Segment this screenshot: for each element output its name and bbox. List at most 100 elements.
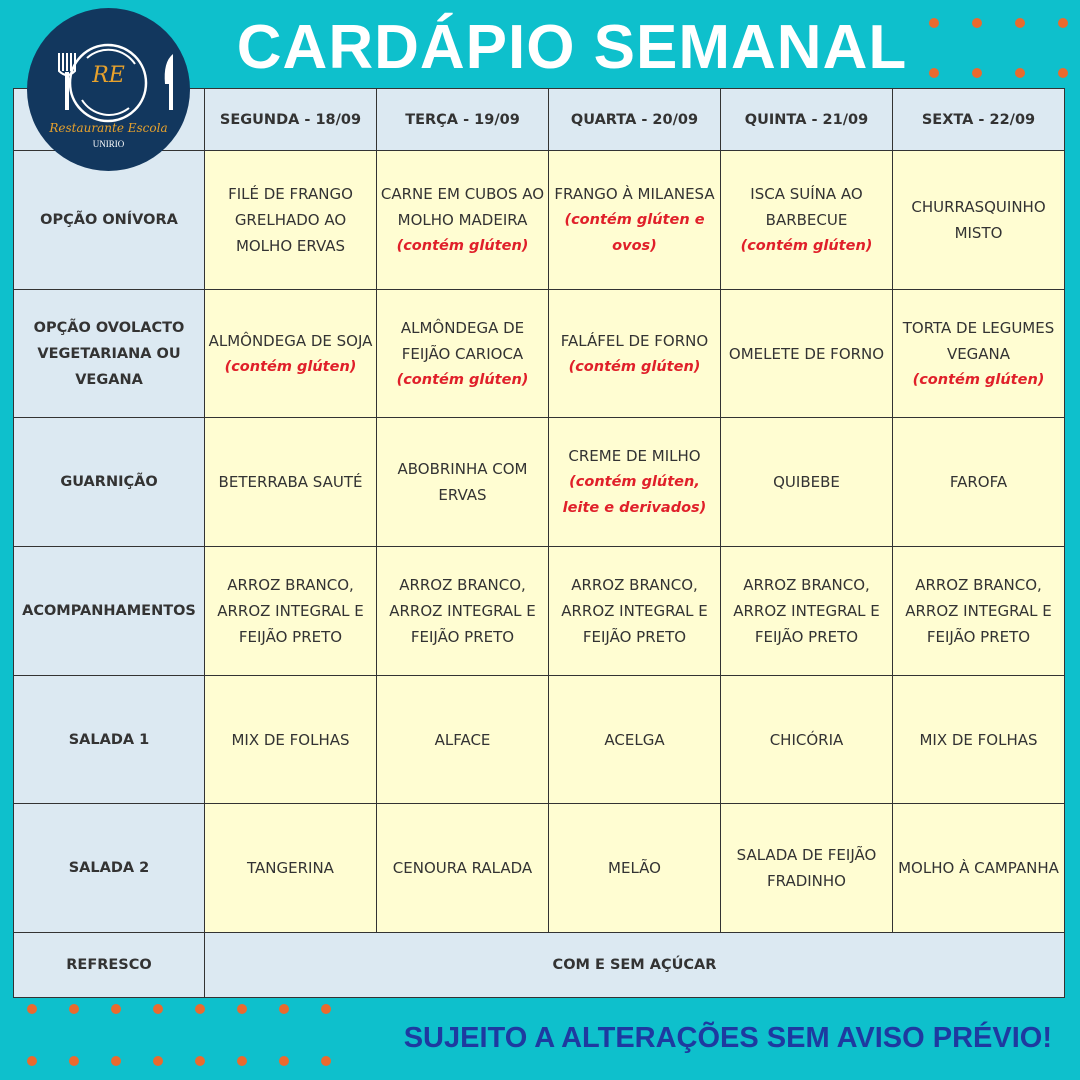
menu-cell: ARROZ BRANCO, ARROZ INTEGRAL E FEIJÃO PR…: [548, 546, 721, 676]
decorative-dots-top: [929, 18, 1068, 78]
menu-cell: BETERRABA SAUTÉ: [204, 417, 377, 547]
dot: [237, 1056, 247, 1066]
menu-cell: MELÃO: [548, 803, 721, 933]
dot: [279, 1056, 289, 1066]
row-label: OPÇÃO ONÍVORA: [13, 150, 205, 290]
row-label: OPÇÃO OVOLACTO VEGETARIANA OU VEGANA: [13, 289, 205, 418]
dot: [1058, 68, 1068, 78]
dish-name: ACELGA: [604, 730, 665, 749]
dish-name: FALÁFEL DE FORNO: [560, 331, 709, 350]
dot: [69, 1056, 79, 1066]
dish-name: OMELETE DE FORNO: [728, 344, 885, 363]
dot: [1015, 18, 1025, 28]
menu-cell: FAROFA: [892, 417, 1065, 547]
day-header: TERÇA - 19/09: [376, 88, 549, 151]
menu-cell: MIX DE FOLHAS: [892, 675, 1065, 804]
dot: [195, 1004, 205, 1014]
row-label: ACOMPANHAMENTOS: [13, 546, 205, 676]
menu-row: SALADA 2 TANGERINA CENOURA RALADA MELÃO SALA…: [13, 803, 1065, 933]
page-title: CARDÁPIO SEMANAL: [236, 13, 908, 82]
row-label: GUARNIÇÃO: [13, 417, 205, 547]
menu-cell: CHURRASQUINHO MISTO: [892, 150, 1065, 290]
menu-cell: TANGERINA: [204, 803, 377, 933]
day-header: QUINTA - 21/09: [720, 88, 893, 151]
dot: [321, 1004, 331, 1014]
menu-cell: FRANGO À MILANESA (contém glúten e ovos): [548, 150, 721, 290]
menu-cell: ARROZ BRANCO, ARROZ INTEGRAL E FEIJÃO PR…: [720, 546, 893, 676]
restaurant-logo: RE Restaurante Escola UNIRIO: [27, 8, 190, 171]
menu-cell: MOLHO À CAMPANHA: [892, 803, 1065, 933]
dish-name: MIX DE FOLHAS: [919, 730, 1038, 749]
dish-name: ALFACE: [434, 730, 491, 749]
dish-name: ALMÔNDEGA DE FEIJÃO CARIOCA: [400, 318, 525, 363]
menu-cell: OMELETE DE FORNO: [720, 289, 893, 418]
menu-cell: ALMÔNDEGA DE SOJA (contém glúten): [204, 289, 377, 418]
dot: [111, 1056, 121, 1066]
dish-name: CREME DE MILHO: [568, 447, 701, 465]
plate-cutlery-icon: [58, 43, 173, 123]
menu-cell: CHICÓRIA: [720, 675, 893, 804]
menu-cell: ACELGA: [548, 675, 721, 804]
decorative-dots-bottom: [27, 1004, 331, 1066]
dot: [111, 1004, 121, 1014]
menu-row: OPÇÃO ONÍVORA FILÉ DE FRANGO GRELHADO AO …: [13, 150, 1065, 290]
dot: [153, 1004, 163, 1014]
dish-name: ALMÔNDEGA DE SOJA: [208, 331, 373, 350]
dish-name: ISCA SUÍNA AO BARBECUE: [750, 185, 863, 229]
dot: [237, 1004, 247, 1014]
dot: [321, 1056, 331, 1066]
allergen-note: (contém glúten): [912, 371, 1045, 388]
dot: [929, 68, 939, 78]
allergen-note: (contém glúten): [396, 238, 529, 254]
menu-cell: ARROZ BRANCO, ARROZ INTEGRAL E FEIJÃO PR…: [892, 546, 1065, 676]
dish-name: BETERRABA SAUTÉ: [218, 473, 363, 491]
dish-name: ABOBRINHA COM ERVAS: [397, 460, 528, 504]
dish-name: ARROZ BRANCO, ARROZ INTEGRAL E FEIJÃO PR…: [733, 576, 880, 646]
dish-name: FRANGO À MILANESA: [554, 185, 715, 203]
dish-name: MELÃO: [608, 859, 661, 877]
menu-cell: CARNE EM CUBOS AO MOLHO MADEIRA (contém g…: [376, 150, 549, 290]
menu-cell: FALÁFEL DE FORNO (contém glúten): [548, 289, 721, 418]
menu-cell: TORTA DE LEGUMES VEGANA (contém glúten): [892, 289, 1065, 418]
dish-name: TORTA DE LEGUMES VEGANA: [902, 318, 1055, 363]
menu-cell: ALFACE: [376, 675, 549, 804]
allergen-note: (contém glúten): [740, 238, 873, 254]
footer-notice: SUJEITO A ALTERAÇÕES SEM AVISO PRÉVIO!: [403, 1022, 1052, 1054]
day-header: SEXTA - 22/09: [892, 88, 1065, 151]
day-header: SEGUNDA - 18/09: [204, 88, 377, 151]
logo-initials: RE: [92, 63, 125, 88]
dish-name: ARROZ BRANCO, ARROZ INTEGRAL E FEIJÃO PR…: [389, 576, 536, 646]
menu-cell: ARROZ BRANCO, ARROZ INTEGRAL E FEIJÃO PR…: [204, 546, 377, 676]
menu-row: GUARNIÇÃO BETERRABA SAUTÉ ABOBRINHA COM ER…: [13, 417, 1065, 547]
dish-name: MOLHO À CAMPANHA: [898, 859, 1059, 877]
dish-name: ARROZ BRANCO, ARROZ INTEGRAL E FEIJÃO PR…: [561, 576, 708, 646]
menu-cell: ABOBRINHA COM ERVAS: [376, 417, 549, 547]
menu-cell: CENOURA RALADA: [376, 803, 549, 933]
menu-row: SALADA 1 MIX DE FOLHAS ALFACE ACELGA CHICÓRI…: [13, 675, 1065, 804]
row-label: SALADA 2: [13, 803, 205, 933]
allergen-note: (contém glúten): [224, 358, 357, 375]
dish-name: FILÉ DE FRANGO GRELHADO AO MOLHO ERVAS: [228, 185, 353, 255]
row-label: REFRESCO: [13, 932, 205, 998]
menu-cell: QUIBEBE: [720, 417, 893, 547]
dish-name: FAROFA: [949, 473, 1008, 491]
dish-name: ARROZ BRANCO, ARROZ INTEGRAL E FEIJÃO PR…: [905, 576, 1052, 646]
dot: [972, 68, 982, 78]
menu-table: SEGUNDA - 18/09 TERÇA - 19/09 QUARTA - 2…: [13, 88, 1065, 998]
row-label: SALADA 1: [13, 675, 205, 804]
day-header: QUARTA - 20/09: [548, 88, 721, 151]
dish-name: MIX DE FOLHAS: [231, 730, 350, 749]
menu-cell: ALMÔNDEGA DE FEIJÃO CARIOCA (contém glúte…: [376, 289, 549, 418]
dish-name: TANGERINA: [247, 859, 334, 877]
dot: [279, 1004, 289, 1014]
dish-name: QUIBEBE: [773, 473, 840, 491]
dot: [929, 18, 939, 28]
menu-cell: SALADA DE FEIJÃO FRADINHO: [720, 803, 893, 933]
menu-cell: MIX DE FOLHAS: [204, 675, 377, 804]
menu-cell: ISCA SUÍNA AO BARBECUE (contém glúten): [720, 150, 893, 290]
dot: [1058, 18, 1068, 28]
dish-name: SALADA DE FEIJÃO FRADINHO: [736, 846, 877, 890]
dot: [972, 18, 982, 28]
dot: [69, 1004, 79, 1014]
refresco-value: COM E SEM AÇÚCAR: [204, 932, 1065, 998]
